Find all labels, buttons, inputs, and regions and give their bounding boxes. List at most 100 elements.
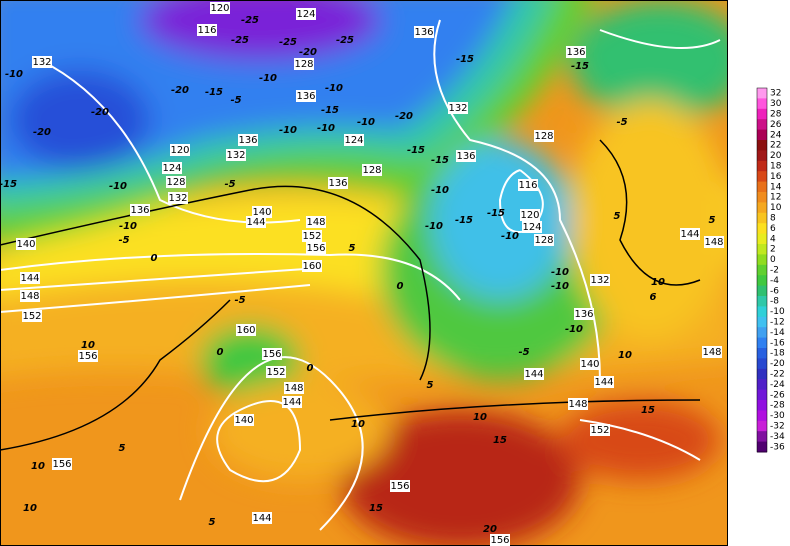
colorbar-label: -8 bbox=[770, 297, 779, 307]
colorbar-swatch bbox=[757, 254, 767, 266]
colorbar-label: 10 bbox=[770, 203, 782, 213]
colorbar-label: 0 bbox=[770, 255, 776, 265]
colorbar-swatch bbox=[757, 98, 767, 110]
height-label: 156 bbox=[262, 349, 281, 360]
colorbar-swatch bbox=[757, 327, 767, 339]
height-label: 156 bbox=[306, 243, 325, 254]
temperature-label: -15 bbox=[0, 179, 17, 190]
height-label-box bbox=[580, 358, 600, 370]
height-label-box bbox=[197, 24, 217, 36]
colorbar-label: -34 bbox=[770, 432, 785, 442]
height-label: 120 bbox=[170, 145, 189, 156]
height-label-box bbox=[344, 134, 364, 146]
temperature-label: 10 bbox=[473, 412, 487, 423]
colorbar-label: 26 bbox=[770, 120, 782, 130]
height-label-box bbox=[534, 234, 554, 246]
temperature-label: -10 bbox=[325, 83, 343, 94]
temperature-label: 15 bbox=[641, 405, 655, 416]
colorbar-swatch bbox=[757, 244, 767, 255]
colorbar-swatch bbox=[757, 140, 767, 151]
height-label-box bbox=[32, 56, 52, 68]
height-label: 152 bbox=[266, 367, 285, 378]
height-label-box bbox=[168, 192, 188, 204]
colorbar-label: 20 bbox=[770, 151, 782, 161]
height-label-box bbox=[574, 308, 594, 320]
map-field bbox=[0, 0, 728, 546]
height-label-box bbox=[680, 228, 700, 240]
colorbar-label: -6 bbox=[770, 286, 779, 296]
temperature-label: 5 bbox=[614, 211, 621, 222]
colorbar-label: -22 bbox=[770, 370, 785, 380]
colorbar-swatch bbox=[757, 285, 767, 297]
temperature-label: -15 bbox=[571, 61, 589, 72]
colorbar-swatch bbox=[757, 160, 767, 172]
temperature-label: -10 bbox=[551, 267, 569, 278]
colorbar-swatch bbox=[757, 431, 767, 443]
height-label: 156 bbox=[52, 459, 71, 470]
colorbar-label: 32 bbox=[770, 89, 781, 99]
height-label: 128 bbox=[534, 235, 553, 246]
colorbar-label: 12 bbox=[770, 193, 781, 203]
height-label-box bbox=[246, 216, 266, 228]
colorbar-swatch bbox=[757, 368, 767, 380]
colorbar-swatch bbox=[757, 108, 767, 120]
temperature-label: 0 bbox=[307, 363, 314, 374]
temperature-label: -15 bbox=[487, 208, 505, 219]
height-label-box bbox=[414, 26, 434, 38]
colorbar-swatch bbox=[757, 348, 767, 359]
temperature-label: -5 bbox=[118, 235, 129, 246]
temperature-label: 0 bbox=[397, 281, 404, 292]
height-label: 148 bbox=[704, 237, 723, 248]
temperature-label: -15 bbox=[456, 54, 474, 65]
temperature-label: -20 bbox=[33, 127, 51, 138]
height-label: 148 bbox=[306, 217, 325, 228]
temperature-label: 5 bbox=[427, 380, 434, 391]
height-label-box bbox=[234, 414, 254, 426]
height-label-box bbox=[590, 424, 610, 436]
colorbar-label: -24 bbox=[770, 380, 785, 390]
temperature-label: -10 bbox=[431, 185, 449, 196]
height-label: 144 bbox=[680, 229, 699, 240]
height-label-box bbox=[20, 272, 40, 284]
height-label: 140 bbox=[580, 359, 599, 370]
height-label: 144 bbox=[20, 273, 39, 284]
height-label-box bbox=[590, 274, 610, 286]
height-label: 128 bbox=[534, 131, 553, 142]
height-label-box bbox=[302, 230, 322, 242]
height-label: 136 bbox=[566, 47, 585, 58]
temperature-label: 5 bbox=[709, 215, 716, 226]
height-label: 132 bbox=[590, 275, 609, 286]
temperature-label: -10 bbox=[317, 123, 335, 134]
colorbar-label: 22 bbox=[770, 141, 781, 151]
height-label-box bbox=[566, 46, 586, 58]
height-label-box bbox=[22, 310, 42, 322]
temperature-label: -10 bbox=[357, 117, 375, 128]
height-label: 148 bbox=[568, 399, 587, 410]
height-label: 124 bbox=[296, 9, 315, 20]
height-label: 128 bbox=[362, 165, 381, 176]
colorbar-swatch bbox=[757, 306, 767, 318]
height-label-box bbox=[306, 216, 326, 228]
temperature-label: 15 bbox=[369, 503, 383, 514]
temperature-label: -5 bbox=[230, 95, 241, 106]
height-label: 136 bbox=[328, 178, 347, 189]
colorbar-swatch bbox=[757, 275, 767, 287]
colorbar-label: 28 bbox=[770, 110, 782, 120]
height-label: 144 bbox=[282, 397, 301, 408]
height-label-box bbox=[704, 236, 724, 248]
colorbar-label: -4 bbox=[770, 276, 779, 286]
temperature-label: 10 bbox=[23, 503, 37, 514]
temperature-label: -20 bbox=[299, 47, 317, 58]
colorbar-label: -18 bbox=[770, 349, 785, 359]
temperature-label: -10 bbox=[279, 125, 297, 136]
height-label-box bbox=[282, 396, 302, 408]
height-label: 152 bbox=[302, 231, 321, 242]
colorbar-label: 18 bbox=[770, 162, 782, 172]
temperature-label: -25 bbox=[279, 37, 297, 48]
colorbar-label: -32 bbox=[770, 422, 785, 432]
temperature-label: 10 bbox=[351, 419, 365, 430]
height-label: 128 bbox=[166, 177, 185, 188]
height-label-box bbox=[490, 534, 510, 546]
colorbar-swatch bbox=[757, 316, 767, 328]
